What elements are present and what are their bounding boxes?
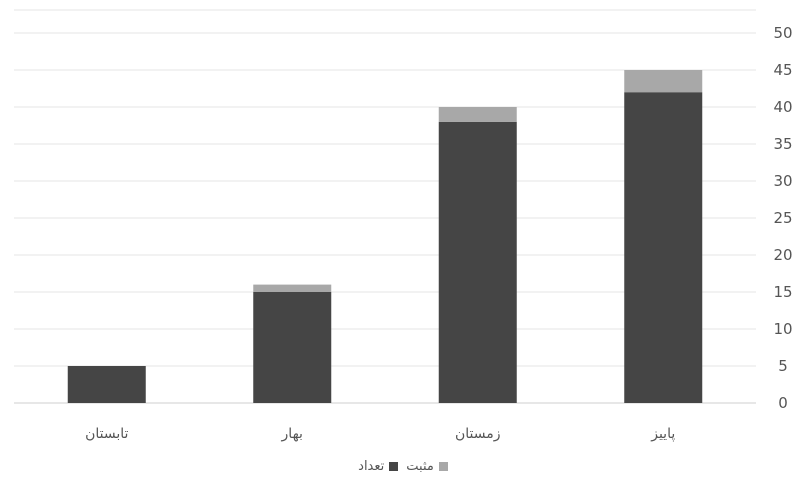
bar-segment	[624, 70, 703, 93]
y-tick-label: 45	[773, 61, 792, 79]
y-axis-ticks: 0 5 10 15 20 25 30 35 40 45 50	[773, 24, 792, 412]
y-tick-label: 5	[778, 357, 788, 375]
legend-swatch-count	[389, 462, 399, 471]
bar-segment	[438, 107, 517, 122]
legend: مثبت تعداد	[0, 459, 806, 474]
bar-segment	[624, 92, 703, 403]
bar-segment	[253, 284, 332, 292]
y-tick-label: 10	[773, 320, 792, 338]
x-category-label: پاییز	[650, 426, 675, 442]
y-tick-label: 15	[773, 283, 792, 301]
y-tick-label: 50	[773, 24, 792, 42]
y-tick-label: 30	[773, 172, 792, 190]
y-tick-label: 0	[778, 394, 788, 412]
x-axis-categories: تابستان بهار زمستان پاییز	[85, 426, 675, 442]
bar-segment	[253, 292, 332, 403]
legend-item-count: تعداد	[358, 459, 399, 474]
legend-label-count: تعداد	[358, 459, 385, 474]
x-category-label: زمستان	[455, 426, 501, 442]
legend-swatch-positive	[438, 462, 448, 471]
y-tick-label: 35	[773, 135, 792, 153]
bars	[67, 70, 703, 404]
bar-segment	[438, 121, 517, 404]
y-tick-label: 25	[773, 209, 792, 227]
bar-segment	[67, 366, 146, 403]
x-category-label: تابستان	[85, 426, 128, 442]
x-category-label: بهار	[281, 426, 303, 442]
legend-label-positive: مثبت	[406, 459, 434, 474]
y-tick-label: 20	[773, 246, 792, 264]
legend-item-positive: مثبت	[406, 459, 448, 474]
y-tick-label: 40	[773, 98, 792, 116]
